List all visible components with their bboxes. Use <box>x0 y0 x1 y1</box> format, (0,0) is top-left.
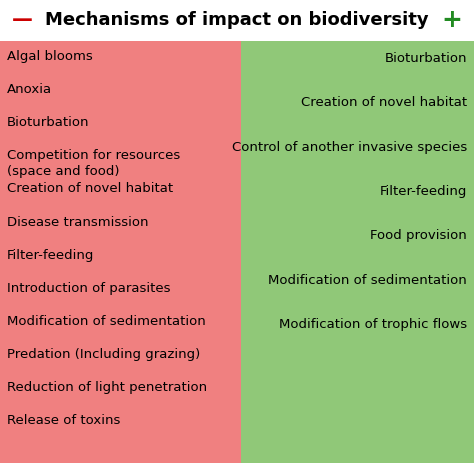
Text: Disease transmission: Disease transmission <box>7 216 149 229</box>
Text: Creation of novel habitat: Creation of novel habitat <box>301 96 467 109</box>
Text: Introduction of parasites: Introduction of parasites <box>7 282 171 294</box>
Bar <box>241 41 474 463</box>
Text: Bioturbation: Bioturbation <box>7 116 90 130</box>
Text: Bioturbation: Bioturbation <box>384 52 467 65</box>
Text: Filter-feeding: Filter-feeding <box>380 185 467 198</box>
Text: Mechanisms of impact on biodiversity: Mechanisms of impact on biodiversity <box>45 12 429 29</box>
Bar <box>0 41 241 463</box>
Text: Modification of sedimentation: Modification of sedimentation <box>268 274 467 287</box>
Text: Control of another invasive species: Control of another invasive species <box>232 141 467 154</box>
Text: Filter-feeding: Filter-feeding <box>7 249 94 262</box>
Text: Release of toxins: Release of toxins <box>7 414 120 427</box>
Text: —: — <box>12 10 33 31</box>
Text: Predation (Including grazing): Predation (Including grazing) <box>7 348 201 361</box>
Text: Competition for resources
(space and food): Competition for resources (space and foo… <box>7 150 181 178</box>
Text: Food provision: Food provision <box>370 229 467 242</box>
Text: Algal blooms: Algal blooms <box>7 50 93 63</box>
Text: Creation of novel habitat: Creation of novel habitat <box>7 182 173 195</box>
Text: +: + <box>441 8 462 32</box>
Text: Reduction of light penetration: Reduction of light penetration <box>7 381 207 394</box>
Text: Modification of sedimentation: Modification of sedimentation <box>7 315 206 328</box>
Text: Anoxia: Anoxia <box>7 83 52 96</box>
Text: Modification of trophic flows: Modification of trophic flows <box>279 318 467 331</box>
Bar <box>0 0 474 41</box>
